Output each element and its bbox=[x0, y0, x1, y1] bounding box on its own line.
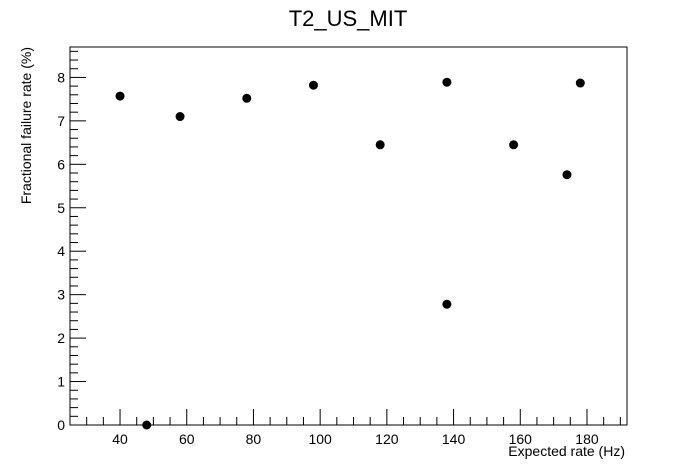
x-tick-label: 120 bbox=[375, 431, 399, 447]
x-tick-label: 100 bbox=[308, 431, 332, 447]
data-point bbox=[115, 91, 125, 101]
x-tick-label: 80 bbox=[246, 431, 262, 447]
data-point bbox=[509, 140, 519, 150]
data-point bbox=[562, 170, 572, 180]
data-points bbox=[115, 77, 585, 430]
x-axis: 40 60 80 100 120 140 160 180 bbox=[69, 409, 621, 447]
data-point bbox=[242, 93, 252, 103]
data-point bbox=[142, 420, 152, 430]
y-tick-label: 0 bbox=[57, 417, 65, 433]
x-tick-label: 40 bbox=[112, 431, 128, 447]
y-axis-title: Fractional failure rate (%) bbox=[18, 47, 34, 204]
y-tick-label: 2 bbox=[57, 330, 65, 346]
x-axis-title: Expected rate (Hz) bbox=[508, 443, 625, 459]
y-tick-label: 4 bbox=[57, 243, 65, 259]
data-point bbox=[442, 77, 452, 87]
y-tick-label: 3 bbox=[57, 287, 65, 303]
y-tick-label: 7 bbox=[57, 113, 65, 129]
y-tick-label: 6 bbox=[57, 156, 65, 172]
y-tick-label: 8 bbox=[57, 69, 65, 85]
x-tick-label: 160 bbox=[509, 431, 533, 447]
data-point bbox=[175, 112, 185, 122]
data-point bbox=[442, 299, 452, 309]
x-tick-label: 180 bbox=[575, 431, 599, 447]
x-tick-label: 60 bbox=[179, 431, 195, 447]
chart-title: T2_US_MIT bbox=[289, 6, 408, 31]
data-point bbox=[308, 80, 318, 90]
y-axis: 0 1 2 3 4 5 6 7 8 bbox=[57, 50, 86, 433]
y-tick-label: 5 bbox=[57, 200, 65, 216]
plot-frame bbox=[69, 46, 628, 426]
data-point bbox=[575, 78, 585, 88]
y-tick-label: 1 bbox=[57, 374, 65, 390]
x-tick-label: 140 bbox=[442, 431, 466, 447]
data-point bbox=[375, 140, 385, 150]
